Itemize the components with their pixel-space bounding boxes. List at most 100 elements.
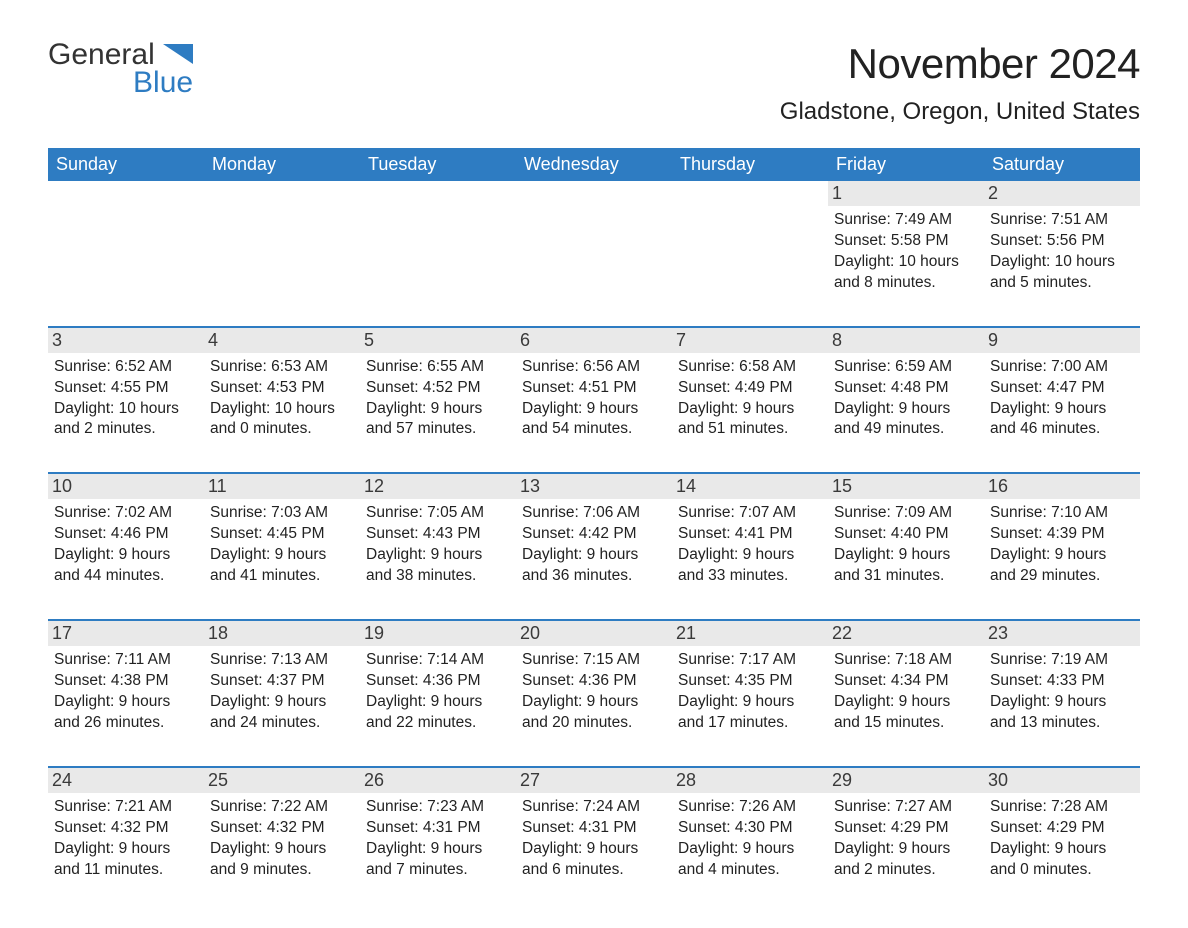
day-cell: 6Sunrise: 6:56 AMSunset: 4:51 PMDaylight…: [516, 328, 672, 449]
sunrise-line: Sunrise: 6:56 AM: [522, 357, 666, 378]
week-row: 3Sunrise: 6:52 AMSunset: 4:55 PMDaylight…: [48, 326, 1140, 449]
day-number: 29: [828, 768, 984, 793]
day-number: 27: [516, 768, 672, 793]
day-body: Sunrise: 7:51 AMSunset: 5:56 PMDaylight:…: [990, 210, 1134, 294]
daylight-line: Daylight: 9 hours and 26 minutes.: [54, 692, 198, 734]
day-number: 10: [48, 474, 204, 499]
day-body: Sunrise: 7:27 AMSunset: 4:29 PMDaylight:…: [834, 797, 978, 881]
logo-text: General Blue: [48, 40, 193, 98]
daylight-line: Daylight: 9 hours and 22 minutes.: [366, 692, 510, 734]
sunset-line: Sunset: 4:47 PM: [990, 378, 1134, 399]
month-title: November 2024: [780, 40, 1140, 88]
daylight-line: Daylight: 9 hours and 44 minutes.: [54, 545, 198, 587]
day-body: Sunrise: 7:00 AMSunset: 4:47 PMDaylight:…: [990, 357, 1134, 441]
daylight-line: Daylight: 9 hours and 38 minutes.: [366, 545, 510, 587]
weekday-header: Friday: [828, 148, 984, 181]
day-body: Sunrise: 6:53 AMSunset: 4:53 PMDaylight:…: [210, 357, 354, 441]
sunrise-line: Sunrise: 7:18 AM: [834, 650, 978, 671]
sunset-line: Sunset: 4:33 PM: [990, 671, 1134, 692]
sunrise-line: Sunrise: 7:06 AM: [522, 503, 666, 524]
sunset-line: Sunset: 4:40 PM: [834, 524, 978, 545]
sunrise-line: Sunrise: 7:51 AM: [990, 210, 1134, 231]
sunrise-line: Sunrise: 7:15 AM: [522, 650, 666, 671]
day-cell: 13Sunrise: 7:06 AMSunset: 4:42 PMDayligh…: [516, 474, 672, 595]
weekday-header: Sunday: [48, 148, 204, 181]
daylight-line: Daylight: 9 hours and 15 minutes.: [834, 692, 978, 734]
day-cell: 14Sunrise: 7:07 AMSunset: 4:41 PMDayligh…: [672, 474, 828, 595]
weekday-header: Monday: [204, 148, 360, 181]
sunrise-line: Sunrise: 7:09 AM: [834, 503, 978, 524]
daylight-line: Daylight: 9 hours and 24 minutes.: [210, 692, 354, 734]
sunrise-line: Sunrise: 7:24 AM: [522, 797, 666, 818]
sunrise-line: Sunrise: 7:49 AM: [834, 210, 978, 231]
daylight-line: Daylight: 10 hours and 2 minutes.: [54, 399, 198, 441]
sunset-line: Sunset: 4:39 PM: [990, 524, 1134, 545]
day-number: 16: [984, 474, 1140, 499]
day-cell: 30Sunrise: 7:28 AMSunset: 4:29 PMDayligh…: [984, 768, 1140, 889]
sunrise-line: Sunrise: 7:19 AM: [990, 650, 1134, 671]
sunset-line: Sunset: 4:38 PM: [54, 671, 198, 692]
sunset-line: Sunset: 5:56 PM: [990, 231, 1134, 252]
sunrise-line: Sunrise: 7:26 AM: [678, 797, 822, 818]
sunrise-line: Sunrise: 7:13 AM: [210, 650, 354, 671]
day-cell: 27Sunrise: 7:24 AMSunset: 4:31 PMDayligh…: [516, 768, 672, 889]
sunset-line: Sunset: 4:34 PM: [834, 671, 978, 692]
daylight-line: Daylight: 9 hours and 29 minutes.: [990, 545, 1134, 587]
sunset-line: Sunset: 4:36 PM: [366, 671, 510, 692]
sunrise-line: Sunrise: 6:58 AM: [678, 357, 822, 378]
sunset-line: Sunset: 4:43 PM: [366, 524, 510, 545]
sunset-line: Sunset: 4:48 PM: [834, 378, 978, 399]
day-body: Sunrise: 7:06 AMSunset: 4:42 PMDaylight:…: [522, 503, 666, 587]
day-cell-empty: [672, 181, 828, 302]
sunset-line: Sunset: 4:31 PM: [522, 818, 666, 839]
daylight-line: Daylight: 10 hours and 0 minutes.: [210, 399, 354, 441]
day-cell: 24Sunrise: 7:21 AMSunset: 4:32 PMDayligh…: [48, 768, 204, 889]
sunset-line: Sunset: 4:35 PM: [678, 671, 822, 692]
day-number: 7: [672, 328, 828, 353]
daylight-line: Daylight: 9 hours and 9 minutes.: [210, 839, 354, 881]
day-body: Sunrise: 7:11 AMSunset: 4:38 PMDaylight:…: [54, 650, 198, 734]
day-body: Sunrise: 7:09 AMSunset: 4:40 PMDaylight:…: [834, 503, 978, 587]
sunset-line: Sunset: 4:41 PM: [678, 524, 822, 545]
day-cell: 9 Sunrise: 7:00 AMSunset: 4:47 PMDaylight…: [984, 328, 1140, 449]
day-number: 8: [828, 328, 984, 353]
day-body: Sunrise: 6:59 AMSunset: 4:48 PMDaylight:…: [834, 357, 978, 441]
day-number: 23: [984, 621, 1140, 646]
sunset-line: Sunset: 4:31 PM: [366, 818, 510, 839]
day-body: Sunrise: 7:17 AMSunset: 4:35 PMDaylight:…: [678, 650, 822, 734]
day-number: 1: [828, 181, 984, 206]
day-cell: 25Sunrise: 7:22 AMSunset: 4:32 PMDayligh…: [204, 768, 360, 889]
sunrise-line: Sunrise: 7:22 AM: [210, 797, 354, 818]
day-body: Sunrise: 7:26 AMSunset: 4:30 PMDaylight:…: [678, 797, 822, 881]
sunrise-line: Sunrise: 7:10 AM: [990, 503, 1134, 524]
day-body: Sunrise: 7:23 AMSunset: 4:31 PMDaylight:…: [366, 797, 510, 881]
day-number: 18: [204, 621, 360, 646]
day-cell: 11Sunrise: 7:03 AMSunset: 4:45 PMDayligh…: [204, 474, 360, 595]
sunrise-line: Sunrise: 7:05 AM: [366, 503, 510, 524]
sunrise-line: Sunrise: 7:27 AM: [834, 797, 978, 818]
sunset-line: Sunset: 4:51 PM: [522, 378, 666, 399]
sunrise-line: Sunrise: 7:07 AM: [678, 503, 822, 524]
daylight-line: Daylight: 9 hours and 11 minutes.: [54, 839, 198, 881]
page-header: General Blue November 2024 Gladstone, Or…: [48, 40, 1140, 140]
sunset-line: Sunset: 4:52 PM: [366, 378, 510, 399]
daylight-line: Daylight: 9 hours and 33 minutes.: [678, 545, 822, 587]
day-cell: 2Sunrise: 7:51 AMSunset: 5:56 PMDaylight…: [984, 181, 1140, 302]
logo-flag-icon: [163, 44, 193, 64]
day-cell: 18 Sunrise: 7:13 AMSunset: 4:37 PMDayligh…: [204, 621, 360, 742]
sunset-line: Sunset: 5:58 PM: [834, 231, 978, 252]
day-number: 9: [984, 328, 1140, 353]
daylight-line: Daylight: 10 hours and 5 minutes.: [990, 252, 1134, 294]
sunset-line: Sunset: 4:37 PM: [210, 671, 354, 692]
sunrise-line: Sunrise: 7:23 AM: [366, 797, 510, 818]
day-body: Sunrise: 6:56 AMSunset: 4:51 PMDaylight:…: [522, 357, 666, 441]
daylight-line: Daylight: 9 hours and 49 minutes.: [834, 399, 978, 441]
day-number: 30: [984, 768, 1140, 793]
day-cell-empty: [48, 181, 204, 302]
calendar: SundayMondayTuesdayWednesdayThursdayFrid…: [48, 148, 1140, 888]
day-body: Sunrise: 7:18 AMSunset: 4:34 PMDaylight:…: [834, 650, 978, 734]
sunset-line: Sunset: 4:30 PM: [678, 818, 822, 839]
day-cell: 4Sunrise: 6:53 AMSunset: 4:53 PMDaylight…: [204, 328, 360, 449]
day-cell: 26Sunrise: 7:23 AMSunset: 4:31 PMDayligh…: [360, 768, 516, 889]
day-cell-empty: [516, 181, 672, 302]
